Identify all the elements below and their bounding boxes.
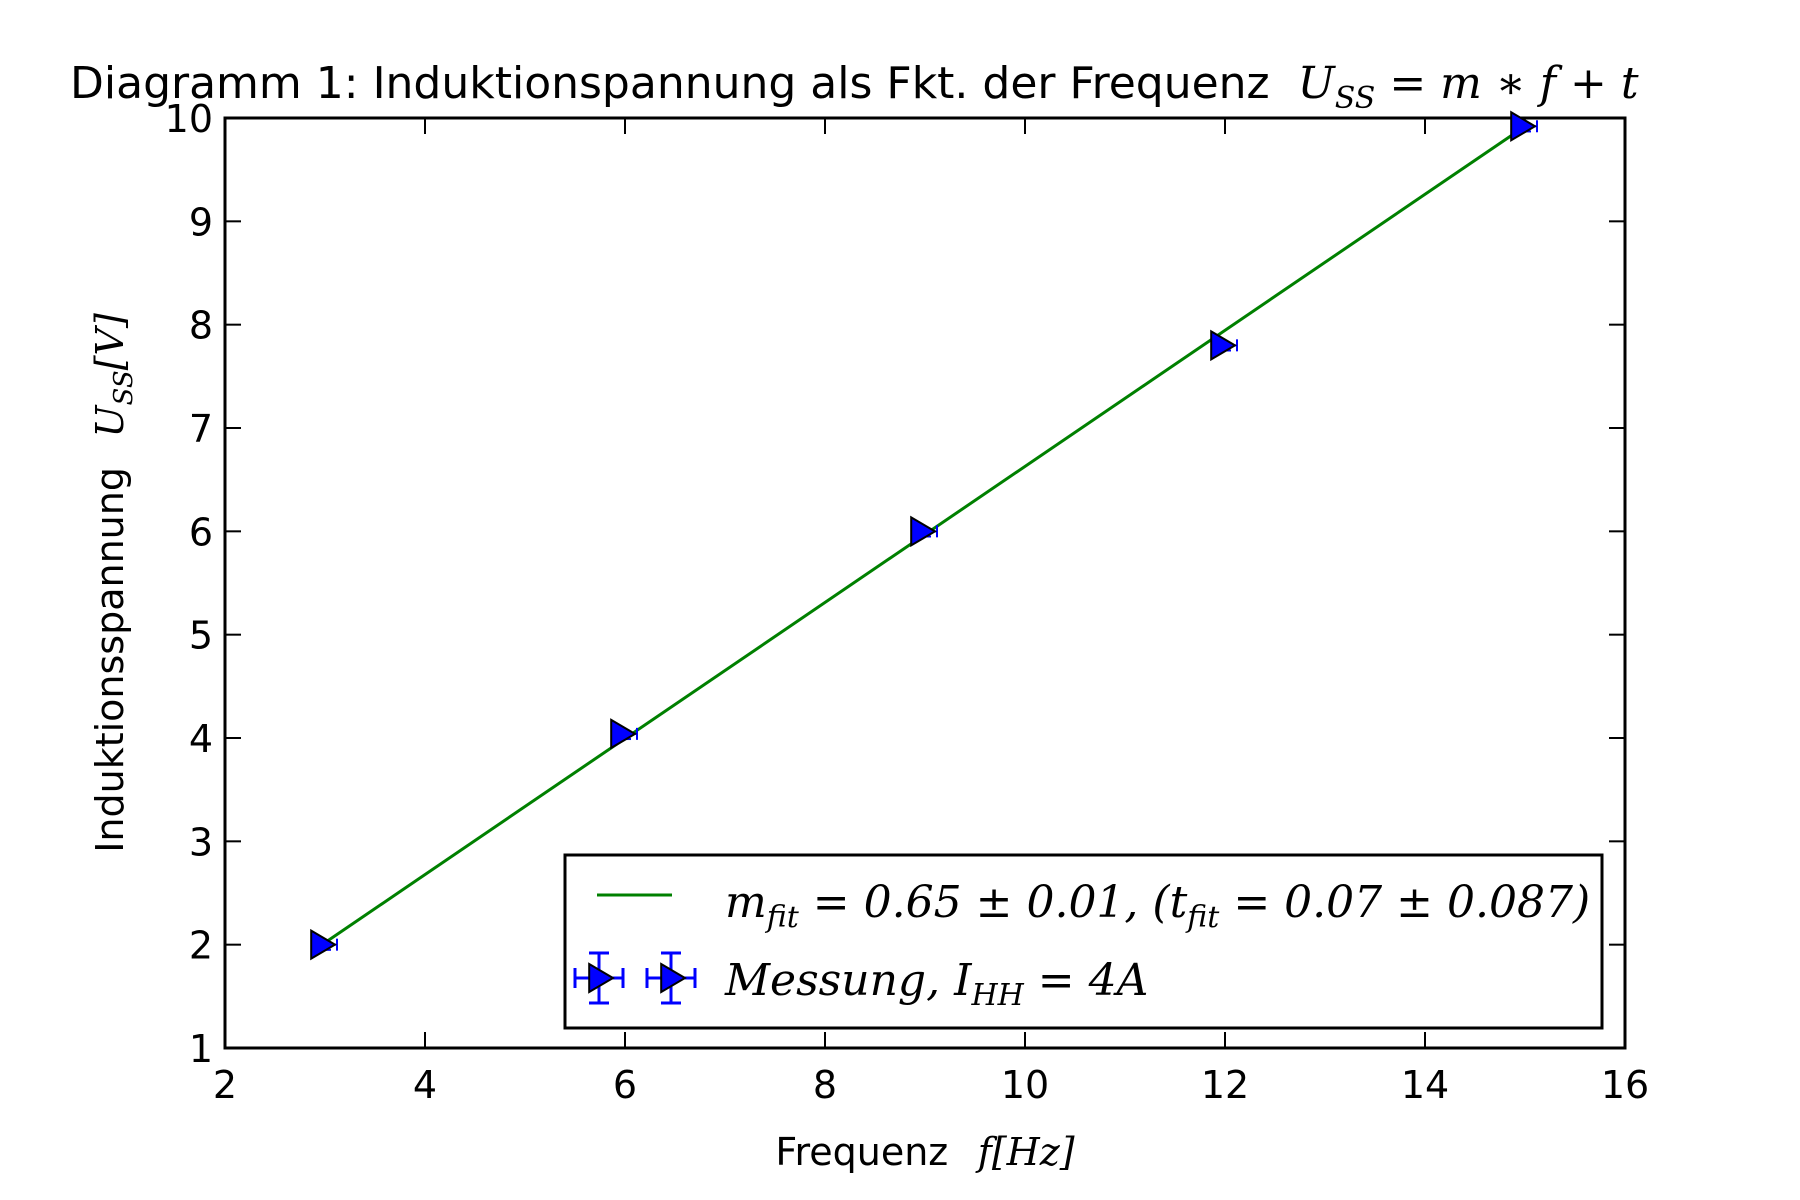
x-tick-label: 4 — [413, 1063, 437, 1107]
y-tick-label: 7 — [189, 407, 213, 451]
y-axis-label-text: Induktionsspannung — [88, 467, 132, 853]
x-axis-ticks: 2 4 6 8 10 12 14 16 — [213, 118, 1649, 1107]
title-formula-sub: SS — [1335, 81, 1376, 116]
legend-triangle-marker — [660, 962, 687, 994]
chart-title: Diagramm 1: Induktionspannung als Fkt. d… — [70, 58, 1639, 116]
legend-measurement-label: Messung, IHH = 4A — [724, 955, 1148, 1013]
y-tick-label: 2 — [189, 924, 213, 968]
legend-marker — [573, 951, 625, 1005]
y-axis-label-formula-sub: SS — [109, 370, 139, 405]
legend-box — [563, 853, 1604, 1030]
legend: mfit = 0.65 ± 0.01, (tfit = 0.07 ± 0.087… — [563, 853, 1604, 1030]
x-tick-label: 14 — [1401, 1063, 1449, 1107]
plot-area — [223, 116, 1627, 1050]
y-tick-label: 3 — [189, 820, 213, 864]
data-point-marker — [910, 515, 937, 548]
measurement-points — [310, 110, 1538, 961]
data-point — [610, 718, 638, 750]
data-point — [1510, 110, 1538, 143]
x-tick-label: 8 — [813, 1063, 837, 1107]
x-tick-label: 10 — [1001, 1063, 1049, 1107]
x-tick-label: 2 — [213, 1063, 237, 1107]
y-tick-label: 6 — [189, 510, 213, 554]
data-point-marker — [1210, 329, 1237, 362]
y-axis-label-formula-rest: [V] — [88, 313, 132, 370]
y-tick-label: 4 — [189, 717, 213, 761]
title-formula-rest: = m ∗ f + t — [1375, 58, 1639, 109]
legend-fit-label: mfit = 0.65 ± 0.01, (tfit = 0.07 ± 0.087… — [725, 877, 1590, 935]
x-tick-label: 12 — [1201, 1063, 1249, 1107]
data-point-marker — [610, 718, 637, 750]
legend-marker — [645, 951, 697, 1005]
x-tick-label: 6 — [613, 1063, 637, 1107]
y-axis-label-formula-u: U — [88, 404, 132, 438]
y-tick-label: 10 — [165, 97, 213, 141]
chart-title-text: Diagramm 1: Induktionspannung als Fkt. d… — [70, 58, 1270, 109]
y-tick-label: 9 — [189, 200, 213, 244]
data-point — [1210, 329, 1238, 362]
y-tick-label: 8 — [189, 304, 213, 348]
legend-measurement-marker-swatch — [573, 951, 697, 1005]
y-tick-label: 1 — [189, 1027, 213, 1071]
data-point — [310, 928, 338, 961]
data-point — [910, 515, 938, 548]
title-formula-u: U — [1298, 58, 1337, 109]
y-axis-label: Induktionsspannung USS[V] — [88, 313, 139, 853]
x-axis-label-formula: f[Hz] — [975, 1130, 1075, 1174]
x-axis-label-text: Frequenz — [775, 1130, 948, 1174]
data-point-marker — [310, 928, 337, 961]
x-axis-label: Frequenz f[Hz] — [775, 1130, 1074, 1174]
x-tick-label: 16 — [1601, 1063, 1649, 1107]
y-tick-label: 5 — [189, 614, 213, 658]
data-point-marker — [1510, 110, 1537, 143]
y-axis-ticks: 1 2 3 4 5 6 7 8 9 10 — [165, 97, 1625, 1071]
legend-triangle-marker — [588, 962, 615, 994]
